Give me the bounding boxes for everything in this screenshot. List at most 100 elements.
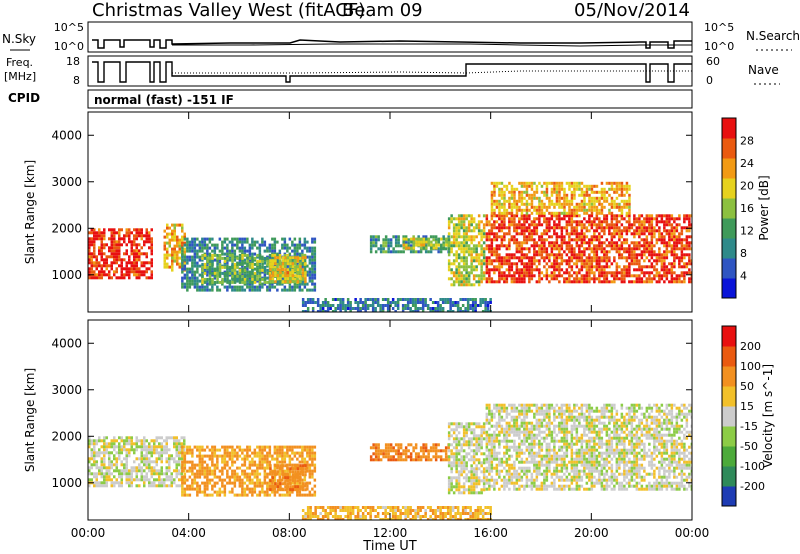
echo-cell (474, 304, 477, 307)
echo-cell (248, 249, 252, 253)
echo-cell (391, 298, 395, 301)
echo-cell (628, 226, 631, 230)
echo-cell (525, 274, 529, 278)
echo-cell (520, 184, 524, 188)
echo-cell (608, 280, 611, 284)
echo-cell (645, 229, 649, 233)
echo-cell (409, 310, 412, 312)
echo-cell (683, 262, 686, 266)
echo-cell (505, 280, 509, 284)
echo-cell (485, 214, 489, 218)
echo-cell (424, 298, 427, 301)
echo-cell (268, 472, 272, 476)
echo-cell (628, 274, 631, 278)
echo-cell (238, 249, 242, 253)
echo-cell (474, 298, 477, 301)
echo-cell (638, 226, 641, 230)
echo-cell (422, 246, 426, 250)
echo-cell (218, 280, 222, 284)
echo-cell (660, 274, 664, 278)
echo-cell (183, 255, 187, 259)
echo-cell (251, 457, 254, 461)
echo-cell (281, 282, 284, 286)
echo-cell (513, 274, 516, 278)
echo-cell (206, 475, 209, 479)
echo-cell (658, 253, 661, 257)
echo-cell (238, 475, 242, 479)
echo-cell (462, 244, 466, 248)
echo-cell (198, 288, 202, 292)
echo-cell (231, 265, 234, 269)
echo-cell (143, 273, 146, 277)
echo-cell (585, 265, 589, 269)
echo-cell (628, 247, 631, 251)
echo-cell (143, 463, 146, 467)
echo-cell (88, 484, 91, 488)
echo-cell (246, 264, 249, 268)
echo-cell (216, 493, 219, 497)
echo-cell (465, 262, 468, 266)
echo-cell (555, 241, 559, 245)
echo-cell (455, 217, 458, 221)
echo-cell (560, 256, 564, 260)
echo-cell (530, 274, 534, 278)
echo-cell (680, 271, 684, 275)
echo-cell (550, 181, 554, 185)
echo-cell (503, 202, 506, 206)
echo-cell (308, 258, 312, 262)
echo-cell (500, 181, 504, 185)
echo-cell (266, 256, 269, 260)
echo-cell (585, 184, 589, 188)
echo-cell (110, 228, 113, 232)
echo-cell (460, 265, 463, 269)
echo-cell (171, 253, 174, 257)
echo-cell (635, 217, 639, 221)
echo-cell (364, 307, 367, 310)
echo-cell (613, 259, 616, 263)
echo-cell (585, 262, 589, 266)
echo-cell (510, 235, 514, 239)
echo-cell (143, 445, 146, 449)
echo-cell (246, 259, 249, 263)
echo-cell (553, 271, 556, 275)
echo-cell (500, 235, 504, 239)
echo-cell (216, 259, 219, 263)
echo-cell (457, 235, 461, 239)
echo-cell (281, 460, 284, 464)
echo-cell (241, 277, 244, 281)
echo-cell (231, 268, 234, 272)
echo-cell (263, 481, 267, 485)
echo-cell (467, 283, 471, 287)
echo-cell (505, 256, 509, 260)
echo-cell (459, 307, 462, 310)
echo-cell (218, 265, 222, 269)
echo-cell (457, 214, 461, 218)
echo-cell (477, 232, 481, 236)
echo-cell (284, 259, 287, 263)
echo-cell (243, 261, 247, 265)
echo-cell (533, 247, 536, 251)
echo-cell (573, 229, 576, 233)
echo-cell (105, 267, 108, 271)
echo-cell (578, 184, 581, 188)
echo-cell (175, 448, 178, 452)
echo-cell (595, 238, 599, 242)
echo-cell (523, 190, 526, 194)
echo-cell (488, 271, 491, 275)
echo-cell (115, 481, 118, 485)
echo-cell (382, 247, 385, 251)
echo-cell (100, 457, 103, 461)
echo-cell (108, 469, 111, 473)
echo-cell (417, 243, 421, 247)
echo-cell (110, 466, 113, 470)
echo-cell (168, 244, 171, 248)
echo-cell (298, 256, 302, 260)
echo-cell (457, 280, 461, 284)
echo-cell (110, 249, 113, 253)
echo-cell (575, 205, 579, 209)
echo-cell (236, 279, 239, 283)
echo-cell (286, 487, 289, 491)
echo-cell (520, 196, 524, 200)
echo-cell (374, 301, 377, 304)
echo-cell (625, 241, 629, 245)
